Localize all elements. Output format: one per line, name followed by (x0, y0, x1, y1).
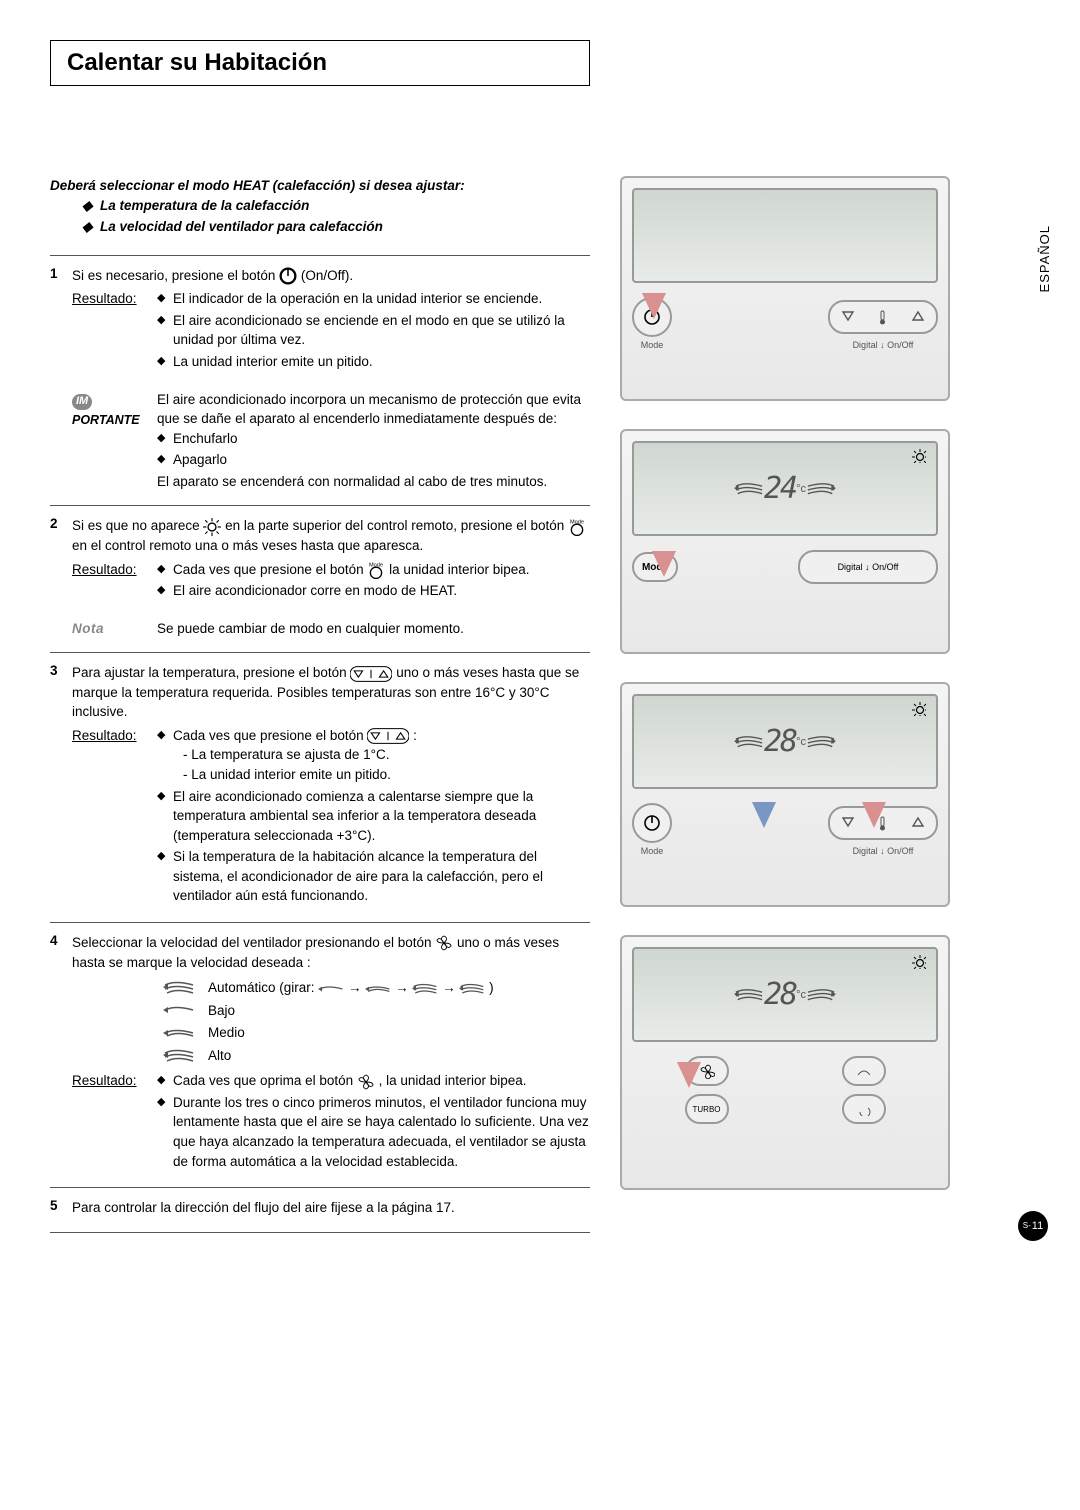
wind-low-icon (162, 1003, 196, 1017)
remote-panel-3: 28°c Mode Digital ↓ On/Off (620, 682, 950, 907)
step-5: 5 Para controlar la dirección del flujo … (50, 1198, 590, 1218)
mode-label: Mode (632, 846, 672, 856)
page-number-badge: S-11 (1018, 1211, 1048, 1241)
result-item: Durante los tres o cinco primeros minuto… (157, 1093, 590, 1171)
step-1: 1 Si es necesario, presione el botón (On… (50, 266, 590, 492)
wind-high-icon (162, 1049, 196, 1063)
digital-onoff[interactable]: Digital ↓ On/Off (798, 550, 938, 584)
result-item: Si la temperatura de la habitación alcan… (157, 847, 590, 906)
result-item: El indicador de la operación en la unida… (157, 289, 590, 309)
screen-temp: 24 (764, 471, 796, 506)
page-title: Calentar su Habitación (67, 49, 573, 77)
swing-button[interactable] (842, 1056, 886, 1086)
result-item: El aire acondicionado se enciende en el … (157, 311, 590, 350)
step-text: Si es que no aparece en la parte superio… (72, 516, 590, 555)
page-title-box: Calentar su Habitación (50, 40, 590, 86)
result-label: Resultado: (72, 726, 157, 908)
temp-control[interactable] (828, 300, 938, 334)
intro-lead: Deberá seleccionar el modo HEAT (calefac… (50, 176, 590, 196)
remote-panel-2: 24°c Mode Digital ↓ On/Off (620, 429, 950, 654)
wind-icon (734, 482, 764, 496)
instructions-column: Deberá seleccionar el modo HEAT (calefac… (50, 176, 590, 1239)
divider (50, 1232, 590, 1233)
result-item: El aire acondicionado comienza a calenta… (157, 787, 590, 846)
turbo-button[interactable]: TURBO (685, 1094, 729, 1124)
mode-label: Mode (632, 340, 672, 350)
wind-icon (734, 735, 764, 749)
nota-text: Se puede cambiar de modo en cualquier mo… (157, 619, 590, 639)
remote-panel-1: Mode Digital ↓ On/Off (620, 176, 950, 401)
mode-icon (367, 561, 385, 579)
temp-buttons-icon (350, 666, 392, 682)
step-number: 4 (50, 933, 72, 1173)
sun-icon (912, 449, 926, 463)
step-number: 1 (50, 266, 72, 492)
wind-icon (734, 988, 764, 1002)
step-3: 3 Para ajustar la temperatura, presione … (50, 663, 590, 908)
result-item: Cada ves que oprima el botón , la unidad… (157, 1071, 590, 1091)
temp-buttons-icon (367, 728, 409, 744)
step-text: Si es necesario, presione el botón (On/O… (72, 266, 590, 286)
language-tab: ESPAÑOL (1037, 225, 1052, 292)
result-label: Resultado: (72, 289, 157, 373)
step-number: 2 (50, 516, 72, 638)
nota-label: Nota (72, 619, 157, 639)
sun-icon (203, 518, 221, 536)
step-number: 5 (50, 1198, 72, 1218)
remote-panel-4: 28°c TURBO (620, 935, 950, 1190)
digital-label: Digital ↓ On/Off (828, 846, 938, 856)
divider (50, 652, 590, 653)
wind-icon (806, 988, 836, 1002)
intro-block: Deberá seleccionar el modo HEAT (calefac… (50, 176, 590, 237)
fan-icon (357, 1073, 375, 1091)
wind-med-icon (162, 1026, 196, 1040)
fan-icon (435, 934, 453, 952)
divider (50, 505, 590, 506)
important-after: El aparato se encenderá con normalidad a… (157, 472, 590, 492)
result-item: Cada ves que presione el botón la unidad… (157, 560, 590, 580)
result-label: Resultado: (72, 560, 157, 603)
digital-label: Digital ↓ On/Off (828, 340, 938, 350)
intro-bullet-2: La velocidad del ventilador para calefac… (50, 217, 590, 237)
step-text: Para ajustar la temperatura, presione el… (72, 663, 590, 722)
fan-speed-table: Automático (girar: → → → ) Bajo Medio Al… (162, 978, 590, 1065)
result-item: La unidad interior emite un pitido. (157, 352, 590, 372)
divider (50, 1187, 590, 1188)
sun-icon (912, 955, 926, 969)
power-icon (279, 267, 297, 285)
sleep-button[interactable] (842, 1094, 886, 1124)
step-text: Seleccionar la velocidad del ventilador … (72, 933, 590, 972)
wind-icon (806, 735, 836, 749)
important-label: IMPORTANTE (72, 390, 157, 492)
step-text: Para controlar la dirección del flujo de… (72, 1198, 590, 1218)
sun-icon (912, 702, 926, 716)
screen-temp: 28 (764, 977, 796, 1012)
wind-icon (806, 482, 836, 496)
screen-temp: 28 (764, 724, 796, 759)
wind-auto-icon (162, 981, 196, 995)
power-button[interactable] (632, 803, 672, 843)
result-item: Cada ves que presione el botón : - La te… (157, 726, 590, 785)
result-item: El aire acondicionador corre en modo de … (157, 581, 590, 601)
remote-illustrations: Mode Digital ↓ On/Off 24°c Mode Digital … (620, 176, 950, 1239)
important-text: El aire acondicionado incorpora un mecan… (157, 390, 590, 429)
step-2: 2 Si es que no aparece en la parte super… (50, 516, 590, 638)
result-label: Resultado: (72, 1071, 157, 1173)
divider (50, 255, 590, 256)
divider (50, 922, 590, 923)
step-4: 4 Seleccionar la velocidad del ventilado… (50, 933, 590, 1173)
important-bullet: Apagarlo (157, 450, 590, 470)
step-number: 3 (50, 663, 72, 908)
intro-bullet-1: La temperatura de la calefacción (50, 196, 590, 216)
important-bullet: Enchufarlo (157, 429, 590, 449)
mode-icon (568, 518, 586, 536)
